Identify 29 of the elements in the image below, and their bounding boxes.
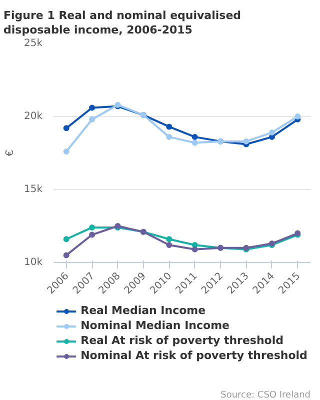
- point: [63, 148, 70, 155]
- point: [243, 138, 250, 144]
- point: [166, 124, 172, 130]
- legend-label: Real At risk of poverty threshold: [80, 334, 284, 347]
- point: [89, 116, 96, 122]
- point: [63, 125, 70, 132]
- point: [63, 236, 70, 242]
- y-tick-label: 15k: [24, 184, 43, 195]
- legend-label: Nominal At risk of poverty threshold: [80, 349, 308, 362]
- point: [166, 242, 172, 248]
- y-tick-label: 10k: [24, 257, 43, 268]
- legend-label: Nominal Median Income: [80, 319, 230, 332]
- point: [63, 252, 70, 258]
- point: [166, 236, 172, 242]
- point: [89, 232, 96, 238]
- point: [192, 134, 198, 140]
- point: [192, 140, 198, 146]
- point: [268, 130, 275, 136]
- legend-label: Real Median Income: [80, 304, 206, 317]
- y-tick-label: 20k: [24, 111, 43, 122]
- point: [294, 114, 301, 120]
- y-axis-title: €: [4, 150, 16, 156]
- chart-title: Figure 1 Real and nominal equivalised disposable income, 2006-2015: [4, 9, 242, 36]
- point: [89, 224, 96, 230]
- point: [166, 134, 172, 140]
- point: [89, 104, 96, 111]
- point: [192, 246, 198, 252]
- y-tick-label: 25k: [24, 38, 43, 49]
- source-note: Source: CSO Ireland: [220, 390, 310, 400]
